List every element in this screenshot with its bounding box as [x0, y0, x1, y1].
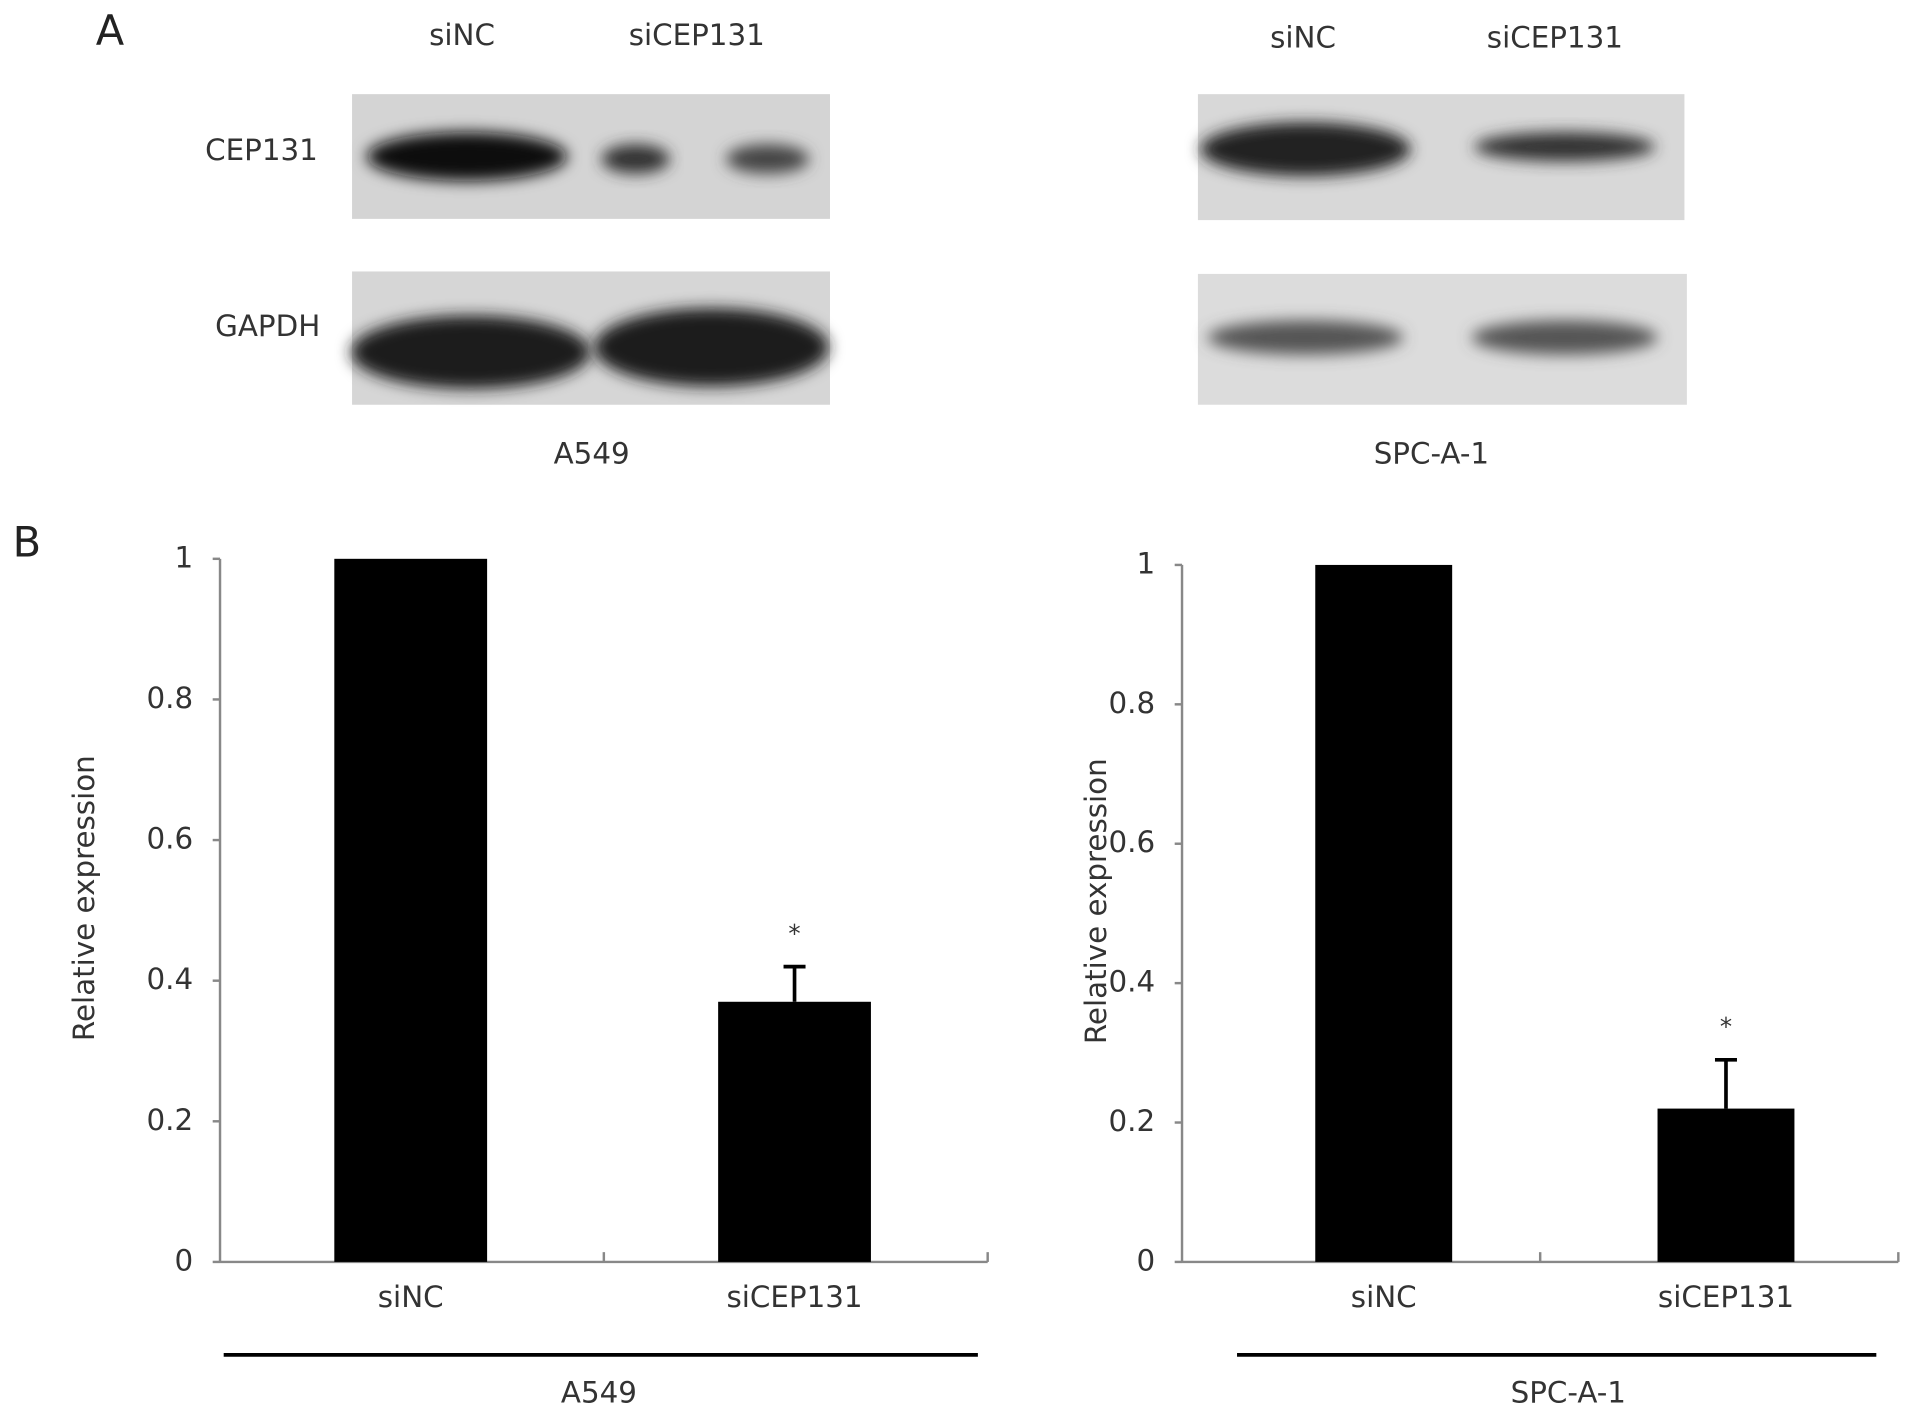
y-tick-label: 0 — [174, 1243, 193, 1277]
significance-label: * — [1720, 1012, 1732, 1041]
protein-label: GAPDH — [215, 309, 320, 343]
lane-label: siNC — [1270, 21, 1336, 55]
protein-label: CEP131 — [205, 133, 318, 167]
bar — [334, 558, 488, 1262]
lane-label: siNC — [429, 18, 495, 52]
group-label: SPC-A-1 — [1511, 1375, 1626, 1409]
significance-label: * — [788, 919, 800, 948]
blot — [350, 94, 830, 405]
bar — [1315, 564, 1453, 1262]
panel-label: A — [96, 6, 125, 55]
y-tick-label: 0 — [1136, 1243, 1155, 1277]
x-tick-label: siCEP131 — [1658, 1280, 1794, 1314]
x-tick-label: siCEP131 — [726, 1280, 862, 1314]
y-axis-label: Relative expression — [1079, 758, 1113, 1044]
panel-label: B — [13, 517, 42, 566]
x-tick-label: siNC — [1351, 1280, 1417, 1314]
y-tick-label: 0.2 — [146, 1103, 193, 1137]
y-tick-label: 0.2 — [1108, 1104, 1155, 1138]
cell-line-label: A549 — [554, 436, 630, 470]
group-label: A549 — [561, 1375, 637, 1409]
y-tick-label: 0.4 — [146, 962, 193, 996]
y-tick-label: 0.6 — [146, 822, 193, 856]
cell-line-label: SPC-A-1 — [1374, 436, 1489, 470]
y-tick-label: 0.4 — [1108, 965, 1155, 999]
y-tick-label: 0.8 — [146, 681, 193, 715]
y-tick-label: 1 — [1136, 546, 1155, 580]
lane-label: siCEP131 — [629, 18, 765, 52]
bar — [1657, 1108, 1795, 1262]
y-axis-label: Relative expression — [67, 755, 101, 1041]
lane-label: siCEP131 — [1487, 21, 1623, 55]
y-tick-label: 1 — [174, 540, 193, 574]
bar — [718, 1001, 871, 1262]
y-tick-label: 0.6 — [1108, 825, 1155, 859]
x-tick-label: siNC — [378, 1280, 444, 1314]
y-tick-label: 0.8 — [1108, 686, 1155, 720]
blot — [1197, 94, 1687, 405]
